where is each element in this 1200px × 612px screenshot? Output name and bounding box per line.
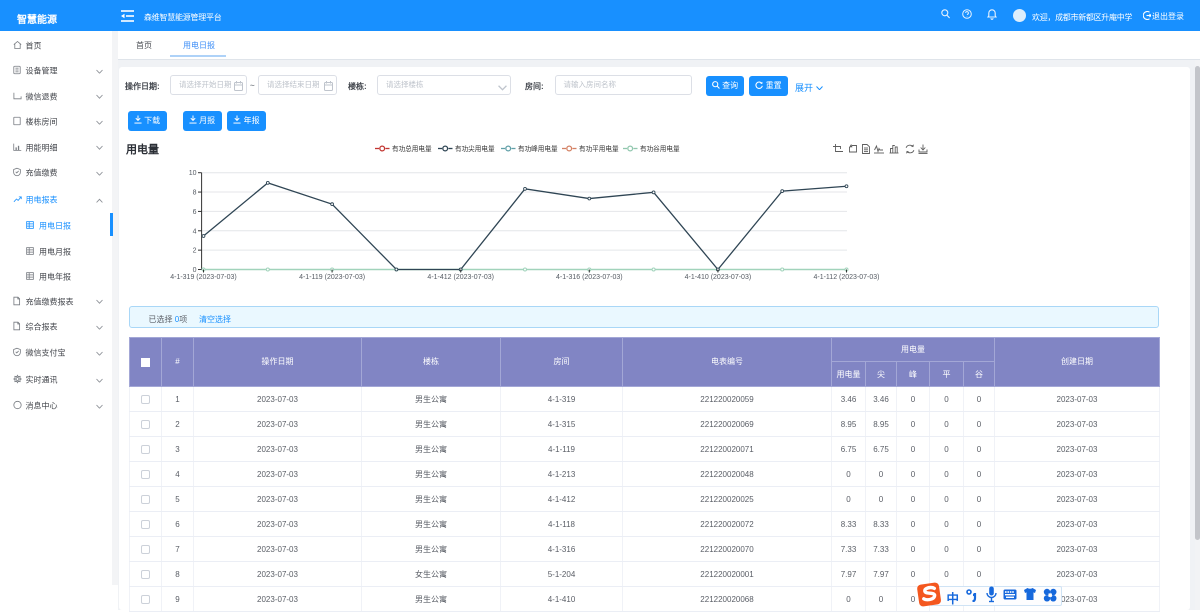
svg-text:4-1-316 (2023-07-03): 4-1-316 (2023-07-03) <box>556 274 623 281</box>
svg-text:4-1-119 (2023-07-03): 4-1-119 (2023-07-03) <box>299 274 365 281</box>
svg-text:6: 6 <box>193 209 197 216</box>
svg-text:0: 0 <box>193 267 197 274</box>
svg-text:4-1-412 (2023-07-03): 4-1-412 (2023-07-03) <box>427 274 494 281</box>
svg-text:4-1-112 (2023-07-03): 4-1-112 (2023-07-03) <box>813 274 879 281</box>
svg-text:4-1-410 (2023-07-03): 4-1-410 (2023-07-03) <box>685 274 752 281</box>
svg-text:2: 2 <box>193 248 197 255</box>
svg-text:4-1-319 (2023-07-03): 4-1-319 (2023-07-03) <box>170 274 237 281</box>
svg-text:4: 4 <box>193 228 197 235</box>
svg-text:8: 8 <box>193 190 197 197</box>
svg-text:10: 10 <box>189 170 197 177</box>
